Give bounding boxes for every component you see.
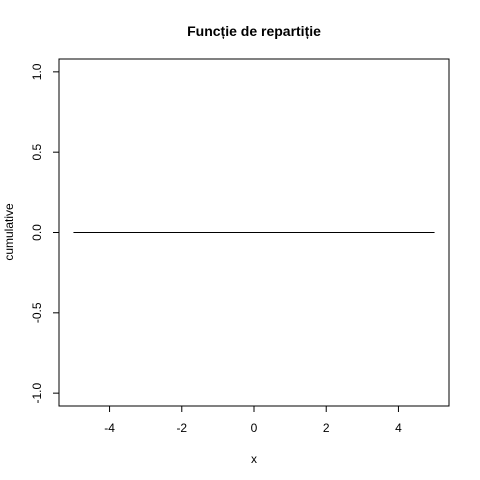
x-axis: -4 -2 0 2 4	[104, 405, 402, 435]
y-axis-label: cumulative	[2, 203, 16, 261]
chart-title: Funcție de repartiție	[187, 23, 321, 39]
y-tick-label: 1.0	[30, 63, 44, 80]
x-tick-label: -4	[104, 421, 115, 435]
x-tick-label: -2	[176, 421, 187, 435]
y-tick-label: -0.5	[30, 302, 44, 323]
x-tick-label: 2	[323, 421, 330, 435]
y-tick-label: -1.0	[30, 382, 44, 403]
y-tick-label: 0.0	[30, 224, 44, 241]
y-tick-label: 0.5	[30, 144, 44, 161]
x-tick-label: 4	[395, 421, 402, 435]
x-tick-label: 0	[251, 421, 258, 435]
y-axis: -1.0 -0.5 0.0 0.5 1.0	[30, 63, 60, 403]
x-axis-label: x	[251, 452, 257, 466]
